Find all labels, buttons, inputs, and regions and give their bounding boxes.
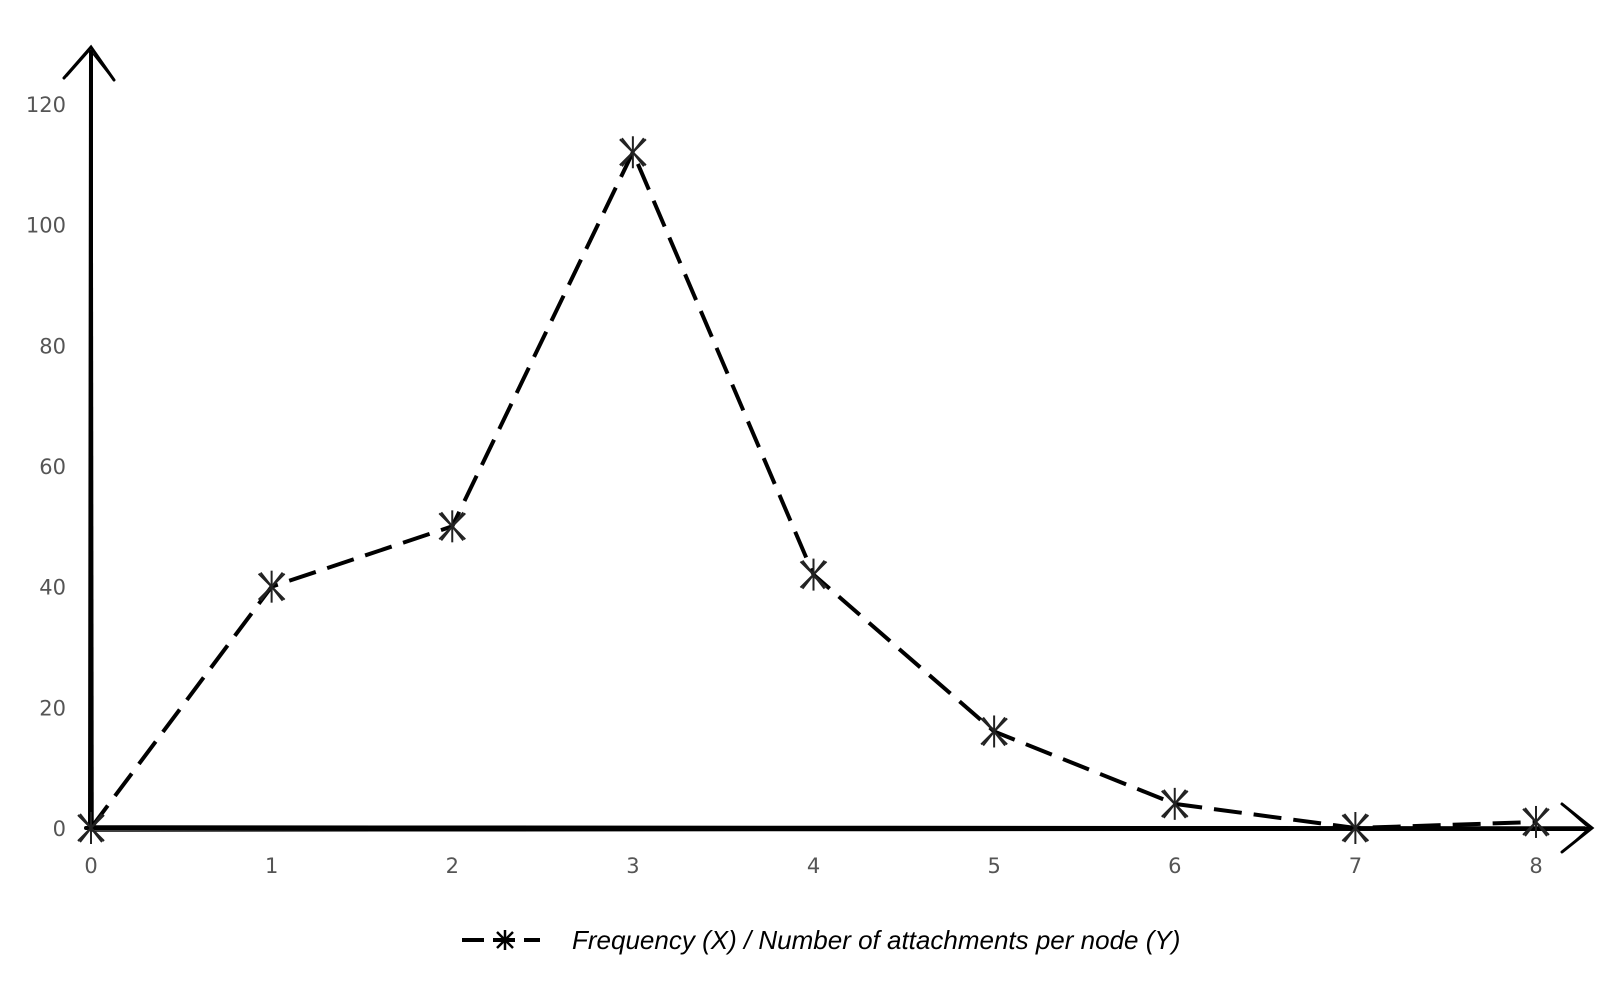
data-point-marker [980,715,1008,748]
y-tick-label: 100 [26,214,66,238]
y-tick-label: 20 [39,696,66,720]
x-tick-label: 1 [265,854,278,878]
series-layer [77,136,1550,844]
x-tick-labels: 0 1 2 3 4 5 6 7 8 [84,854,1542,878]
x-tick-label: 7 [1349,854,1362,878]
x-tick-label: 4 [807,854,820,878]
data-point-marker [1341,812,1370,844]
legend-marker [496,930,514,950]
x-axis [84,802,1595,854]
x-tick-label: 8 [1529,854,1542,878]
series-line [89,150,1537,830]
y-tick-labels: 0 20 40 60 80 100 120 [26,93,66,841]
y-tick-label: 40 [39,576,66,600]
y-tick-label: 120 [26,93,66,117]
x-tick-label: 5 [987,854,1000,878]
y-axis [62,44,116,830]
x-tick-label: 2 [446,854,459,878]
data-point-marker [619,136,647,169]
data-point-marker [1161,787,1189,820]
data-point-marker [438,510,466,543]
x-tick-label: 3 [626,854,639,878]
y-tick-label: 80 [39,334,66,358]
y-tick-label: 0 [53,817,66,841]
data-point-marker [799,558,828,591]
legend-label: Frequency (X) / Number of attachments pe… [572,925,1180,955]
x-tick-label: 0 [84,854,97,878]
legend: Frequency (X) / Number of attachments pe… [462,925,1180,955]
y-tick-label: 60 [39,455,66,479]
data-point-marker [257,570,286,603]
x-tick-label: 6 [1168,854,1181,878]
data-point-marker [1522,805,1550,838]
data-point-marker [77,812,105,844]
